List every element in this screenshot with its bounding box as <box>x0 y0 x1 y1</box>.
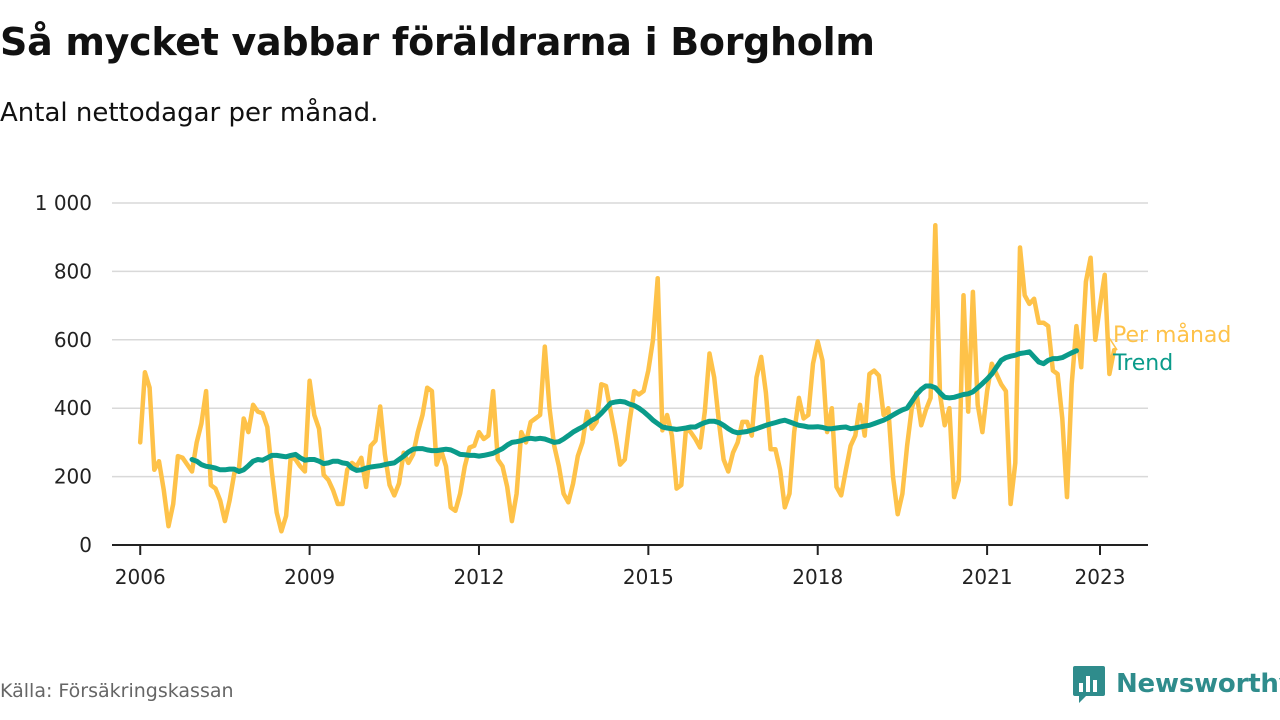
x-tick-label: 2012 <box>454 565 505 589</box>
chart-title: Så mycket vabbar föräldrarna i Borgholm <box>0 20 875 64</box>
x-tick-label: 2009 <box>284 565 335 589</box>
series-lines <box>137 222 1117 534</box>
y-tick-label: 600 <box>54 328 92 352</box>
x-tick-label: 2015 <box>623 565 674 589</box>
newsworthy-logo: Newsworthy <box>1072 664 1280 704</box>
x-axis-ticks: 2006 2009 2012 2015 2018 2021 2023 <box>115 545 1126 589</box>
y-tick-label: 800 <box>54 259 92 283</box>
source-note: Källa: Försäkringskassan <box>0 680 234 702</box>
y-axis-ticks: 0 200 400 600 800 1 000 <box>35 191 92 557</box>
y-tick-label: 0 <box>79 533 92 557</box>
x-tick-label: 2006 <box>115 565 166 589</box>
series-end-labels: Per månad Trend <box>1107 322 1231 376</box>
y-tick-label: 200 <box>54 465 92 489</box>
series-label-per-manad: Per månad <box>1113 322 1231 348</box>
series-line-trend <box>189 348 1079 474</box>
chart-subtitle: Antal nettodagar per månad. <box>0 98 379 128</box>
label-leader-line <box>1107 335 1118 351</box>
x-tick-label: 2018 <box>792 565 843 589</box>
bar-chart-speech-bubble-icon <box>1073 666 1105 703</box>
x-tick-label: 2021 <box>962 565 1013 589</box>
y-tick-label: 400 <box>54 396 92 420</box>
y-tick-label: 1 000 <box>35 191 92 215</box>
x-tick-label: 2023 <box>1075 565 1126 589</box>
brand-name: Newsworthy <box>1116 669 1280 699</box>
series-label-trend: Trend <box>1112 351 1173 376</box>
series-line-per-manad <box>137 222 1117 534</box>
